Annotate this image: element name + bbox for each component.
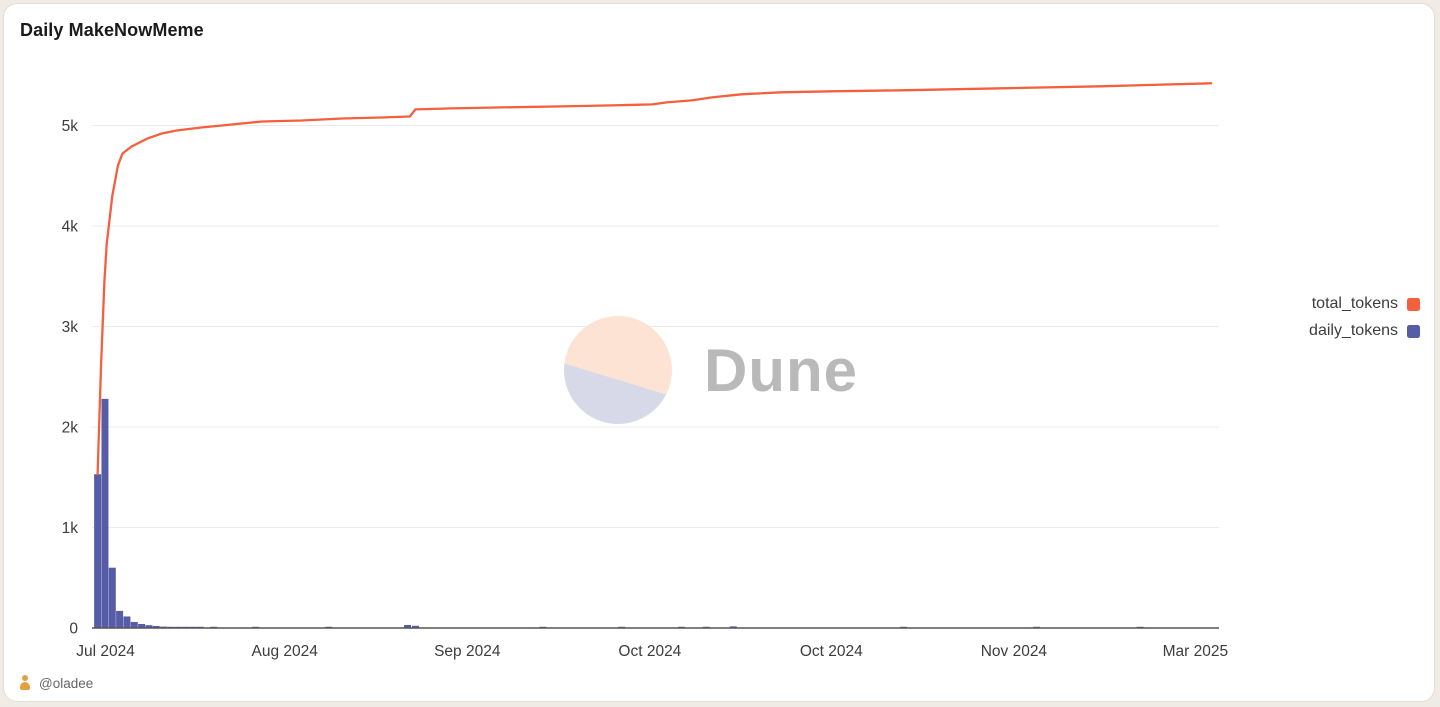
chart-card: Daily MakeNowMeme 0 1k 2k 3k 4k 5k Jul 2024 Aug… [3,3,1435,702]
bar-daily_tokens [729,626,737,628]
y-axis-tick: 5k [62,118,79,135]
x-axis-tick: Jul 2024 [76,643,135,660]
y-axis-tick: 0 [69,621,78,638]
x-axis-tick: Nov 2024 [981,643,1048,660]
bar-daily_tokens [116,610,124,628]
author-footer: @oladee [18,675,93,691]
line-total_tokens [96,82,1213,476]
author-handle[interactable]: @oladee [39,675,94,691]
x-axis-tick: Sep 2024 [434,643,501,660]
legend-label: total_tokens [1311,295,1398,312]
y-axis-tick: 4k [62,219,79,236]
bar-daily_tokens [138,623,146,628]
bar-daily_tokens [145,625,153,628]
x-axis-tick: Mar 2025 [1163,643,1228,660]
page-title: Daily MakeNowMeme [20,20,204,40]
y-axis-tick: 2k [62,420,79,437]
bar-daily_tokens [101,398,109,628]
bar-daily_tokens [152,625,160,628]
bar-daily_tokens [123,616,131,628]
x-axis-tick: Oct 2024 [800,643,863,660]
bar-daily_tokens [404,624,412,628]
x-axis-tick: Aug 2024 [252,643,319,660]
chart-plot: 0 1k 2k 3k 4k 5k Jul 2024 Aug 2024 Sep 2024 Oct 2… [62,82,1228,660]
bar-daily_tokens [108,567,116,628]
x-axis-tick: Oct 2024 [618,643,681,660]
legend-swatch-icon [1407,324,1420,338]
legend-item-daily_tokens[interactable]: daily_tokens [1309,322,1420,340]
legend-swatch-icon [1407,297,1420,311]
bar-daily_tokens [94,474,102,628]
bar-daily_tokens [411,625,419,628]
bar-daily_tokens [160,626,168,628]
y-axis-tick: 3k [62,319,79,336]
legend-item-total_tokens[interactable]: total_tokens [1312,295,1420,313]
legend-label: daily_tokens [1309,322,1398,339]
author-avatar-icon [18,675,32,691]
bar-daily_tokens [130,621,138,628]
legend: total_tokens daily_tokens [1309,295,1420,340]
y-axis-tick: 1k [62,520,79,537]
